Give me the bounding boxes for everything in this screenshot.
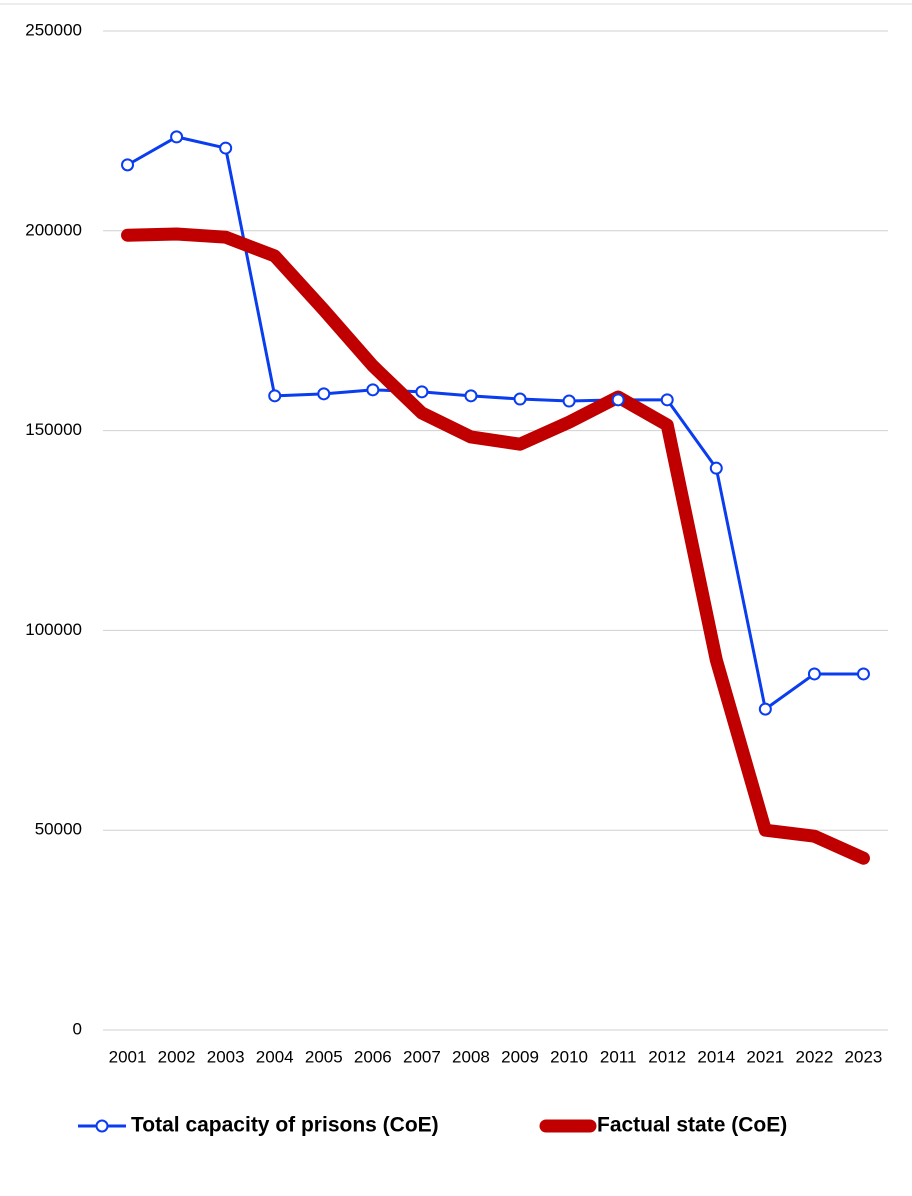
data-point	[219, 141, 233, 155]
x-tick-label: 2002	[158, 1047, 196, 1066]
data-point	[415, 385, 429, 399]
data-point	[170, 130, 184, 144]
data-point	[464, 389, 478, 403]
x-tick-label: 2006	[354, 1047, 392, 1066]
legend-swatch-marker	[95, 1119, 109, 1133]
y-tick-label: 150000	[25, 420, 82, 439]
x-tick-label: 2012	[648, 1047, 686, 1066]
data-point	[709, 461, 723, 475]
x-tick-label: 2007	[403, 1047, 441, 1066]
x-tick-label: 2009	[501, 1047, 539, 1066]
x-tick-label: 2004	[256, 1047, 294, 1066]
legend-label: Factual state (CoE)	[597, 1114, 787, 1137]
data-point	[121, 158, 135, 172]
data-point	[562, 394, 576, 408]
x-tick-label: 2005	[305, 1047, 343, 1066]
series-line	[126, 135, 865, 711]
x-tick-label: 2008	[452, 1047, 490, 1066]
x-tick-label: 2023	[845, 1047, 883, 1066]
x-tick-label: 2001	[109, 1047, 147, 1066]
y-tick-label: 50000	[35, 820, 82, 839]
y-tick-label: 250000	[25, 20, 82, 39]
data-point	[611, 393, 625, 407]
data-point	[513, 392, 527, 406]
data-point	[660, 393, 674, 407]
y-tick-label: 100000	[25, 620, 82, 639]
data-point	[807, 667, 821, 681]
data-point	[366, 383, 380, 397]
data-point	[856, 667, 870, 681]
data-point	[758, 702, 772, 716]
x-tick-label: 2011	[600, 1047, 637, 1066]
x-tick-label: 2022	[795, 1047, 833, 1066]
x-tick-label: 2014	[697, 1047, 735, 1066]
legend-label: Total capacity of prisons (CoE)	[131, 1114, 439, 1137]
y-tick-label: 0	[73, 1019, 82, 1038]
x-tick-label: 2021	[746, 1047, 784, 1066]
x-tick-label: 2010	[550, 1047, 588, 1066]
series-line	[121, 227, 870, 865]
y-tick-label: 200000	[25, 220, 82, 239]
x-tick-label: 2003	[207, 1047, 245, 1066]
data-point	[317, 387, 331, 401]
data-point	[268, 389, 282, 403]
